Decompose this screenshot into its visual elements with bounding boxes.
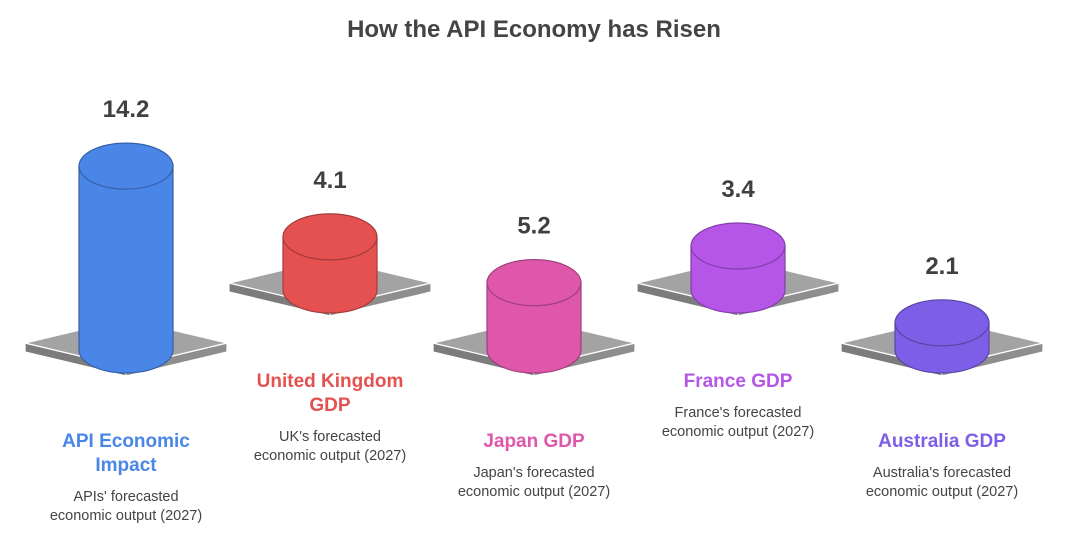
data-label: 2.1 <box>925 253 958 280</box>
category-label: United Kingdom GDP <box>225 370 435 418</box>
category-caption: Australia GDP Australia's forecasted econo… <box>837 430 1047 502</box>
data-label: 5.2 <box>517 213 550 240</box>
category-label-line: GDP <box>309 395 351 416</box>
bar <box>486 282 582 374</box>
bar-top <box>486 259 582 307</box>
category-label: Japan GDP <box>429 430 639 454</box>
category-description-line: France's forecasted <box>674 405 802 421</box>
category-caption: API Economic Impact APIs' forecasted econom… <box>21 430 231 526</box>
bar <box>78 165 174 374</box>
category-caption: France GDP France's forecasted economic ou… <box>633 370 843 442</box>
category-description-line: UK's forecasted <box>279 429 381 445</box>
category-label: France GDP <box>633 370 843 394</box>
bar-top <box>282 213 378 261</box>
category-description: Japan's forecasted economic output (2027) <box>429 464 639 502</box>
category-description: Australia's forecasted economic output (2… <box>837 464 1047 502</box>
category-label: Australia GDP <box>837 430 1047 454</box>
category-caption: United Kingdom GDP UK's forecasted economic… <box>225 370 435 466</box>
category-description-line: economic output (2027) <box>457 484 611 500</box>
bar-top <box>690 222 786 270</box>
category-description-line: Australia's forecasted <box>872 465 1012 481</box>
category-description-line: APIs' forecasted <box>73 489 179 505</box>
category-label-line: Japan GDP <box>483 431 585 452</box>
category-description-line: economic output (2027) <box>661 424 815 440</box>
bar-top <box>894 299 990 347</box>
category-label-line: Australia GDP <box>878 431 1006 452</box>
category-description-line: economic output (2027) <box>49 508 203 524</box>
data-label: 4.1 <box>313 167 346 194</box>
category-label-line: Impact <box>95 455 157 476</box>
category-description: APIs' forecasted economic output (2027) <box>21 488 231 526</box>
data-label: 3.4 <box>721 176 755 203</box>
category-description-line: economic output (2027) <box>865 484 1019 500</box>
chart-title: How the API Economy has Risen <box>347 16 721 43</box>
bar-top <box>78 142 174 190</box>
category-description-line: Japan's forecasted <box>473 465 595 481</box>
category-description: UK's forecasted economic output (2027) <box>225 428 435 466</box>
category-label-line: France GDP <box>683 371 793 392</box>
category-description-line: economic output (2027) <box>253 448 407 464</box>
category-description: France's forecasted economic output (2027… <box>633 404 843 442</box>
category-label-line: United Kingdom <box>256 371 404 392</box>
category-label-line: API Economic <box>62 431 190 452</box>
data-label: 14.2 <box>103 96 150 123</box>
category-label: API Economic Impact <box>21 430 231 478</box>
category-caption: Japan GDP Japan's forecasted economic outp… <box>429 430 639 502</box>
